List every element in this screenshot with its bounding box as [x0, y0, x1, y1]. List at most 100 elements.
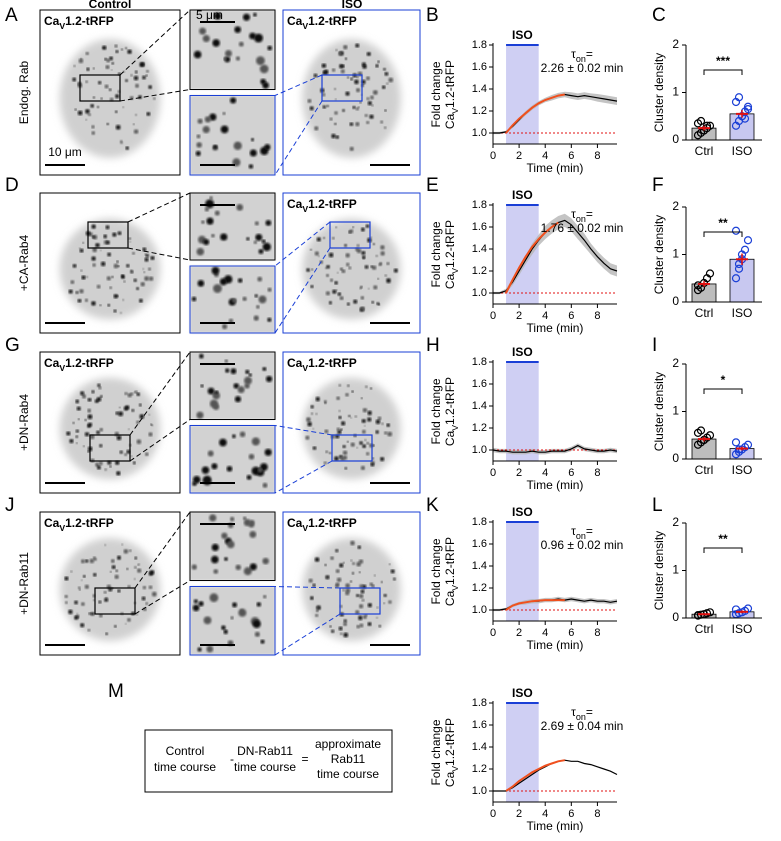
- puncta: [360, 227, 365, 232]
- puncta: [130, 74, 133, 77]
- error-band: [493, 91, 617, 135]
- puncta: [361, 418, 366, 424]
- puncta: [365, 452, 370, 456]
- puncta: [383, 126, 387, 129]
- puncta: [99, 427, 104, 432]
- puncta: [79, 248, 84, 253]
- puncta: [350, 559, 353, 562]
- panel-letter: H: [426, 335, 440, 356]
- puncta: [356, 624, 360, 629]
- puncta: [204, 116, 212, 123]
- puncta: [151, 591, 157, 597]
- puncta: [223, 629, 228, 635]
- puncta: [346, 302, 350, 306]
- puncta: [256, 56, 265, 66]
- x-tick-label: 4: [542, 627, 548, 639]
- roi-box: [79, 74, 121, 102]
- puncta: [107, 460, 112, 465]
- puncta: [334, 111, 338, 115]
- puncta: [366, 441, 370, 445]
- puncta: [367, 417, 372, 422]
- puncta: [334, 456, 339, 461]
- image-label: CaV1.2-tRFP: [44, 516, 114, 533]
- puncta: [133, 75, 139, 81]
- puncta: [305, 435, 310, 440]
- puncta: [331, 68, 336, 72]
- row-label: +CA-Rab4: [17, 235, 31, 292]
- row-label: +DN-Rab11: [17, 552, 31, 615]
- puncta: [211, 266, 220, 275]
- y-tick-label: 2: [672, 356, 679, 370]
- puncta: [230, 368, 237, 375]
- y-tick-label: 1.0: [472, 785, 487, 797]
- roi-box: [331, 434, 373, 462]
- puncta: [322, 70, 327, 75]
- tau-symbol: τ: [571, 705, 576, 719]
- puncta: [249, 563, 257, 571]
- puncta: [343, 632, 349, 638]
- puncta: [128, 549, 132, 552]
- puncta: [365, 385, 368, 389]
- puncta: [370, 236, 373, 239]
- puncta: [77, 110, 83, 116]
- x-tick-label: 6: [568, 150, 574, 162]
- y-tick-label: 0: [672, 294, 679, 308]
- zoom-line: [274, 460, 333, 494]
- puncta: [213, 284, 222, 293]
- puncta: [232, 602, 238, 608]
- puncta: [106, 276, 111, 281]
- puncta: [99, 304, 102, 307]
- puncta: [351, 390, 354, 393]
- image-label: CaV1.2-tRFP: [44, 356, 114, 373]
- x-tick-label: 0: [490, 808, 496, 820]
- puncta: [344, 244, 347, 247]
- puncta: [206, 217, 214, 225]
- y-axis-label-sub: V: [450, 766, 460, 772]
- puncta: [354, 79, 359, 85]
- puncta: [360, 397, 363, 400]
- puncta: [340, 428, 343, 431]
- puncta: [99, 444, 103, 448]
- puncta: [76, 612, 79, 615]
- puncta: [355, 43, 360, 48]
- puncta: [81, 602, 85, 606]
- puncta: [366, 52, 371, 57]
- puncta: [330, 556, 334, 560]
- y-tick-label: 1: [672, 247, 679, 261]
- puncta: [70, 280, 75, 284]
- data-point: [743, 102, 753, 111]
- puncta: [246, 474, 252, 480]
- puncta: [72, 421, 75, 424]
- puncta: [221, 532, 228, 539]
- puncta: [91, 224, 96, 229]
- puncta: [235, 56, 241, 61]
- image-frame: [189, 425, 276, 494]
- puncta: [115, 569, 118, 572]
- puncta: [231, 434, 236, 439]
- puncta: [350, 77, 353, 81]
- puncta: [362, 444, 367, 449]
- puncta: [127, 49, 132, 55]
- puncta: [106, 122, 109, 126]
- puncta: [130, 270, 134, 274]
- y-axis-label: Fold change: [429, 221, 443, 287]
- puncta: [331, 133, 336, 139]
- puncta: [88, 612, 92, 615]
- puncta: [219, 438, 227, 447]
- puncta: [334, 98, 337, 101]
- tau-sub: on: [576, 214, 586, 224]
- puncta: [229, 516, 235, 522]
- roi-box: [321, 74, 363, 102]
- puncta: [367, 410, 372, 416]
- tau-symbol: τ: [571, 47, 576, 61]
- puncta: [233, 383, 240, 389]
- image-label-main: Ca: [44, 14, 60, 28]
- puncta: [335, 289, 338, 292]
- y-tick-label: 1.2: [472, 105, 487, 117]
- puncta: [345, 91, 350, 96]
- puncta: [136, 439, 142, 445]
- puncta: [226, 465, 233, 472]
- puncta: [104, 84, 109, 89]
- puncta: [196, 134, 201, 139]
- puncta: [135, 613, 138, 616]
